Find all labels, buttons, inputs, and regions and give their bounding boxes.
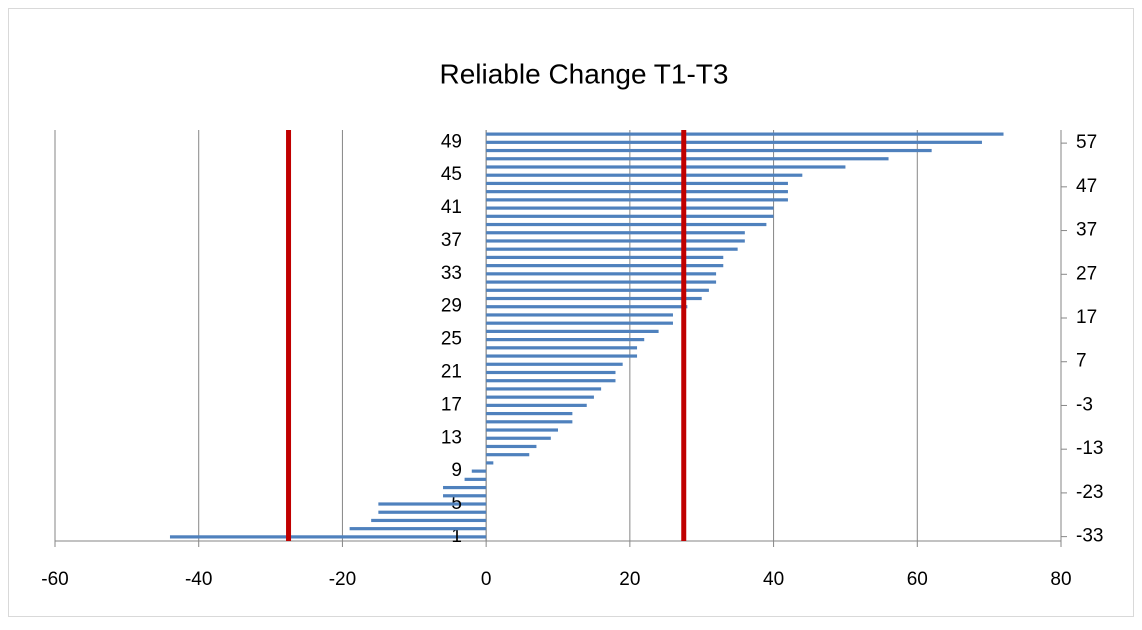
y-tick-label: 5: [451, 493, 462, 514]
bar: [486, 321, 673, 325]
bar: [486, 403, 587, 407]
x-tick-label: -40: [185, 569, 212, 590]
bar: [486, 461, 494, 465]
y2-tick-label: 37: [1076, 220, 1097, 241]
y-tick-label: 33: [441, 263, 462, 284]
bar: [486, 329, 659, 333]
bar: [486, 264, 724, 268]
y-tick-label: 13: [441, 427, 462, 448]
bar: [486, 420, 573, 424]
bar: [486, 255, 724, 260]
bar: [486, 190, 788, 194]
bar: [486, 198, 788, 202]
bar: [486, 280, 717, 284]
bar: [486, 288, 709, 292]
y2-tick-label: 7: [1076, 351, 1087, 372]
y2-tick-label: 17: [1076, 307, 1097, 328]
bar: [486, 305, 688, 309]
bar: [378, 510, 487, 514]
chart-border: [8, 8, 1134, 617]
bar: [486, 362, 623, 366]
bar: [349, 527, 487, 531]
bar: [486, 239, 745, 243]
y-tick-label: 9: [451, 460, 462, 481]
y2-tick-label: -13: [1076, 438, 1103, 459]
bar: [486, 379, 616, 383]
bar: [486, 436, 551, 440]
bar: [486, 444, 537, 449]
bar: [486, 206, 774, 210]
bar: [486, 338, 645, 342]
y-tick-label: 49: [441, 131, 462, 152]
x-tick-label: 60: [907, 569, 928, 590]
bar: [486, 453, 530, 457]
y2-tick-label: -23: [1076, 482, 1103, 503]
bar: [486, 231, 745, 235]
bar: [486, 428, 558, 432]
bar: [464, 477, 487, 481]
bar: [443, 494, 487, 498]
x-tick-label: -20: [329, 569, 356, 590]
y2-tick-label: 57: [1076, 132, 1097, 153]
y2-tick-label: 47: [1076, 176, 1097, 197]
y-tick-label: 17: [441, 394, 462, 415]
y-tick-label: 21: [441, 362, 462, 383]
bar: [486, 214, 774, 218]
bar: [486, 132, 1004, 136]
bar: [471, 469, 487, 473]
bar: [443, 485, 487, 490]
y-tick-label: 25: [441, 329, 462, 350]
x-tick-label: 80: [1050, 569, 1071, 590]
y-tick-label: 1: [451, 526, 462, 547]
y2-tick-label: -3: [1076, 394, 1093, 415]
bar: [486, 173, 803, 177]
x-tick-label: 0: [481, 569, 492, 590]
y-tick-label: 29: [441, 296, 462, 317]
x-tick-label: -60: [41, 569, 68, 590]
bar: [486, 395, 594, 399]
x-tick-label: 40: [763, 569, 784, 590]
bar: [486, 165, 846, 169]
bar: [486, 157, 889, 161]
y-tick-label: 37: [441, 230, 462, 251]
bar: [371, 518, 487, 523]
bar: [486, 296, 702, 301]
chart-title: Reliable Change T1-T3: [440, 58, 729, 89]
y2-tick-label: 27: [1076, 263, 1097, 284]
x-tick-label: 20: [619, 569, 640, 590]
bar: [486, 346, 638, 350]
bar: [486, 148, 932, 153]
bar: [169, 535, 487, 539]
y2-tick-label: -33: [1076, 526, 1103, 547]
y-tick-label: 45: [441, 164, 462, 185]
bar: [486, 247, 738, 251]
bar: [486, 370, 616, 375]
bar: [486, 411, 573, 416]
bar: [486, 313, 673, 317]
bar: [486, 222, 767, 227]
y-tick-label: 41: [441, 197, 462, 218]
bar: [486, 272, 717, 276]
bar: [486, 354, 638, 358]
bar: [486, 140, 982, 144]
bar: [486, 387, 602, 391]
bar: [486, 181, 788, 186]
bar: [378, 502, 487, 506]
